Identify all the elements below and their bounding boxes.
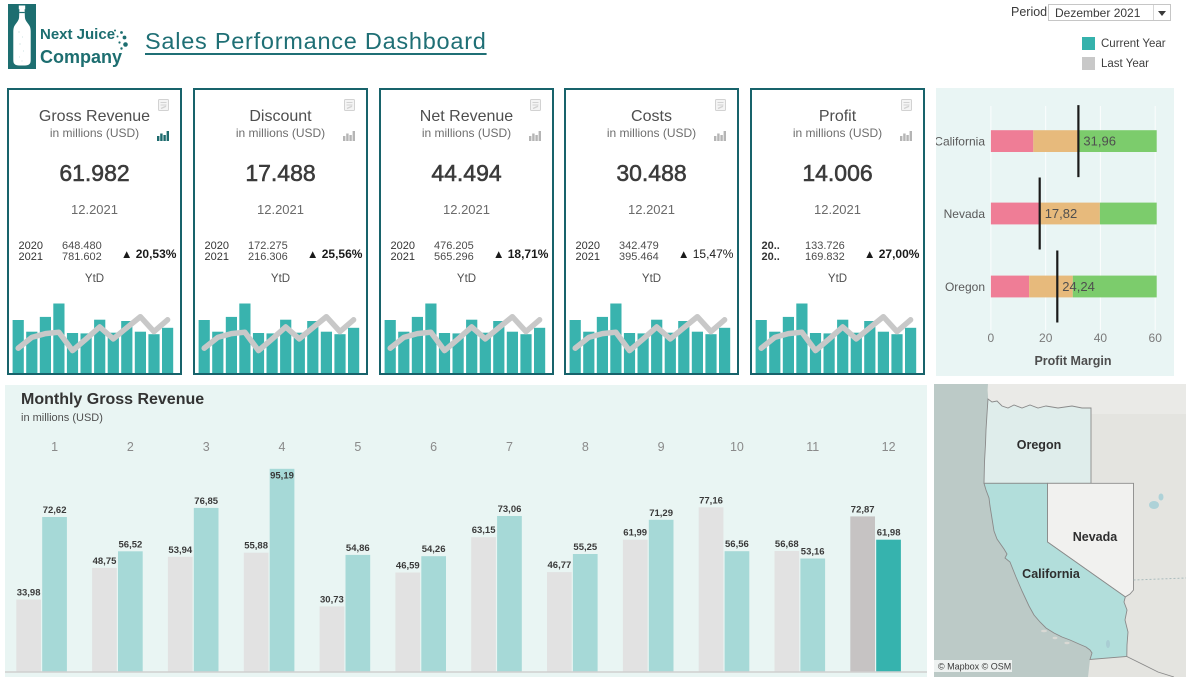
svg-text:5: 5 (354, 440, 361, 454)
svg-text:10: 10 (730, 440, 744, 454)
svg-text:24,24: 24,24 (1062, 279, 1095, 294)
svg-text:Oregon: Oregon (945, 280, 985, 294)
svg-text:11: 11 (806, 440, 819, 454)
svg-text:© Mapbox © OSM: © Mapbox © OSM (938, 662, 1011, 672)
svg-text:55,88: 55,88 (244, 541, 268, 552)
svg-text:48,75: 48,75 (93, 556, 117, 567)
svg-text:95,19: 95,19 (270, 470, 294, 481)
svg-text:30,73: 30,73 (320, 594, 344, 605)
svg-text:2: 2 (127, 440, 134, 454)
svg-text:46,59: 46,59 (396, 561, 420, 572)
svg-text:17,82: 17,82 (1045, 206, 1078, 221)
svg-text:71,29: 71,29 (649, 508, 673, 519)
svg-text:72,62: 72,62 (43, 505, 67, 516)
svg-text:7: 7 (506, 440, 513, 454)
svg-text:46,77: 46,77 (548, 560, 572, 571)
svg-text:Nevada: Nevada (944, 207, 986, 221)
svg-text:Nevada: Nevada (1073, 530, 1119, 544)
svg-text:76,85: 76,85 (194, 496, 218, 507)
svg-text:6: 6 (430, 440, 437, 454)
svg-text:61,99: 61,99 (623, 528, 647, 539)
svg-text:Profit Margin: Profit Margin (1034, 354, 1111, 368)
svg-text:54,26: 54,26 (422, 544, 446, 555)
svg-text:20: 20 (1039, 331, 1053, 345)
svg-text:8: 8 (582, 440, 589, 454)
svg-text:California: California (936, 135, 985, 149)
svg-text:61,98: 61,98 (877, 528, 901, 539)
svg-text:4: 4 (279, 440, 286, 454)
svg-text:9: 9 (658, 440, 665, 454)
svg-text:56,56: 56,56 (725, 539, 749, 550)
svg-text:77,16: 77,16 (699, 495, 723, 506)
svg-text:56,52: 56,52 (119, 539, 143, 550)
svg-text:53,16: 53,16 (801, 547, 825, 558)
svg-text:55,25: 55,25 (573, 542, 597, 553)
svg-text:Oregon: Oregon (1017, 438, 1061, 452)
svg-text:1: 1 (51, 440, 58, 454)
svg-text:12: 12 (882, 440, 896, 454)
svg-text:3: 3 (203, 440, 210, 454)
svg-text:63,15: 63,15 (472, 525, 496, 536)
svg-text:73,06: 73,06 (498, 504, 522, 515)
svg-text:40: 40 (1094, 331, 1108, 345)
svg-text:72,87: 72,87 (851, 504, 875, 515)
svg-text:56,68: 56,68 (775, 539, 799, 550)
svg-text:54,86: 54,86 (346, 543, 370, 554)
svg-text:60: 60 (1149, 331, 1163, 345)
svg-text:53,94: 53,94 (168, 545, 192, 556)
svg-text:31,96: 31,96 (1083, 134, 1116, 149)
svg-text:33,98: 33,98 (17, 588, 41, 599)
svg-text:California: California (1022, 567, 1081, 581)
svg-text:0: 0 (988, 331, 995, 345)
